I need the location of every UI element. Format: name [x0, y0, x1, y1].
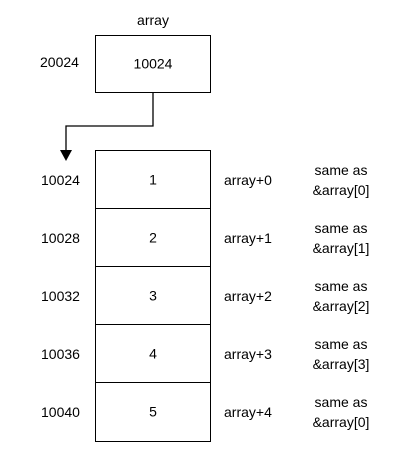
note-line1-4: same as	[314, 394, 368, 410]
cell-offset-expr-3: array+3	[224, 346, 272, 362]
cell-equivalence-note-0: same as &array[0]	[301, 160, 381, 200]
cell-value-3: 4	[149, 345, 157, 362]
cell-offset-expr-4: array+4	[224, 404, 272, 420]
note-line1-2: same as	[314, 278, 368, 294]
note-line2-4: &array[0]	[312, 414, 370, 430]
cell-value-0: 1	[149, 171, 157, 188]
note-line2-0: &array[0]	[312, 182, 370, 198]
cell-offset-expr-0: array+0	[224, 172, 272, 188]
cell-address-1: 10028	[41, 230, 80, 246]
note-line2-3: &array[3]	[312, 356, 370, 372]
array-cell-1: 2	[95, 208, 211, 268]
note-line2-1: &array[1]	[312, 240, 370, 256]
cell-offset-expr-1: array+1	[224, 230, 272, 246]
array-cell-2: 3	[95, 266, 211, 326]
note-line1-1: same as	[314, 220, 368, 236]
pointer-box: 10024	[95, 35, 211, 93]
note-line2-2: &array[2]	[312, 298, 370, 314]
array-cell-4: 5	[95, 382, 211, 442]
cell-equivalence-note-3: same as &array[3]	[301, 334, 381, 374]
cell-offset-expr-2: array+2	[224, 288, 272, 304]
cell-value-1: 2	[149, 229, 157, 246]
cell-address-0: 10024	[41, 172, 80, 188]
cell-value-2: 3	[149, 287, 157, 304]
pointer-arrow-head	[60, 150, 72, 161]
pointer-address-label: 20024	[40, 54, 79, 70]
note-line1-0: same as	[314, 162, 368, 178]
pointer-value: 10024	[133, 55, 173, 72]
cell-equivalence-note-4: same as &array[0]	[301, 392, 381, 432]
array-cell-0: 1	[95, 150, 211, 210]
cell-address-4: 10040	[41, 404, 80, 420]
note-line1-3: same as	[314, 336, 368, 352]
cell-value-4: 5	[149, 403, 157, 420]
cell-address-3: 10036	[41, 346, 80, 362]
pointer-name-label: array	[137, 12, 169, 28]
cell-equivalence-note-2: same as &array[2]	[301, 276, 381, 316]
cell-equivalence-note-1: same as &array[1]	[301, 218, 381, 258]
cell-address-2: 10032	[41, 288, 80, 304]
array-cell-3: 4	[95, 324, 211, 384]
pointer-arrow-line	[65, 93, 154, 150]
